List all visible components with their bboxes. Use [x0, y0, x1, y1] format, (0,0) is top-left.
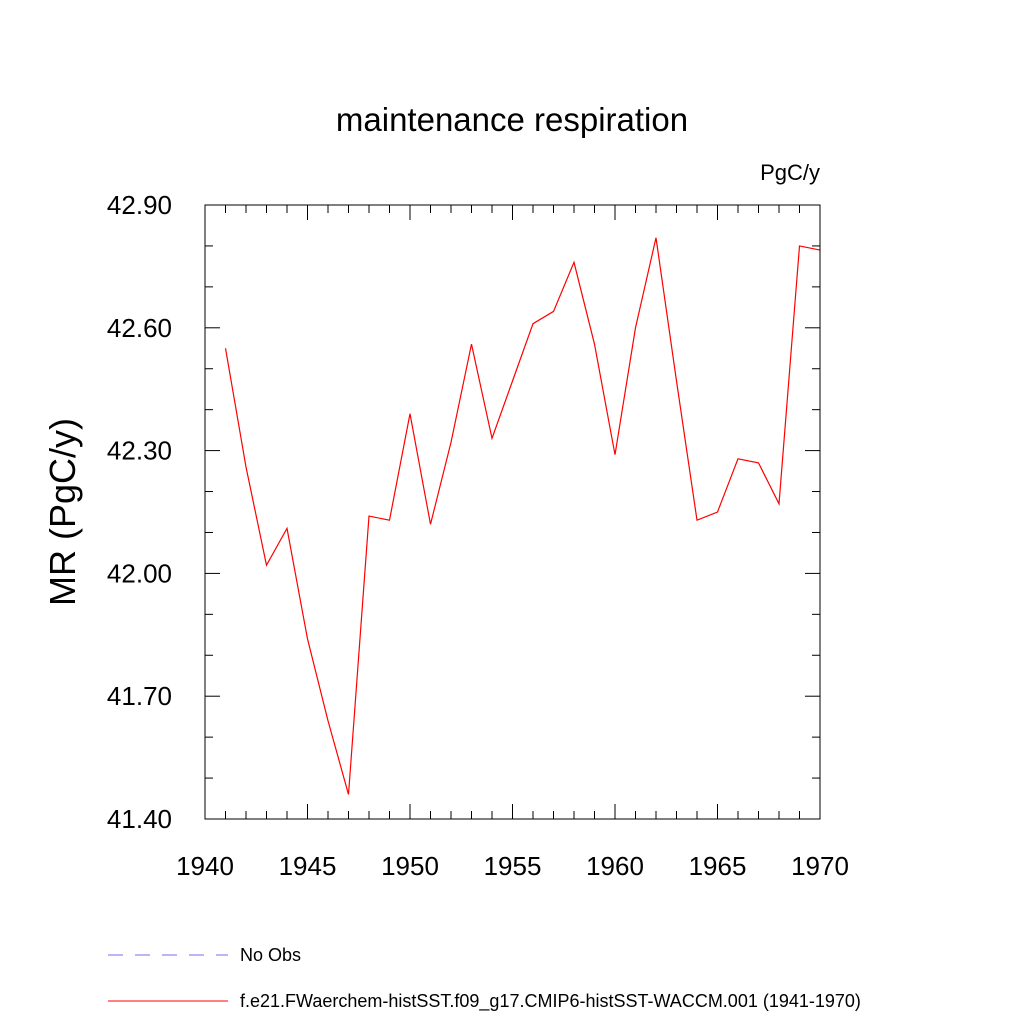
- y-tick-label: 42.90: [107, 190, 172, 220]
- y-tick-label: 42.00: [107, 558, 172, 588]
- x-tick-label: 1970: [791, 851, 849, 881]
- y-tick-label: 42.30: [107, 436, 172, 466]
- y-tick-label: 41.40: [107, 804, 172, 834]
- chart-title: maintenance respiration: [336, 101, 688, 138]
- x-tick-label: 1945: [279, 851, 337, 881]
- x-tick-label: 1960: [586, 851, 644, 881]
- legend-label: f.e21.FWaerchem-histSST.f09_g17.CMIP6-hi…: [240, 991, 861, 1012]
- minor-ticks: [205, 205, 820, 819]
- legend: No Obs f.e21.FWaerchem-histSST.f09_g17.CM…: [108, 945, 861, 1012]
- x-tick-labels: 1940 1945 1950 1955 1960 1965 1970: [176, 851, 849, 881]
- series-layer: [224, 237, 821, 795]
- legend-label: No Obs: [240, 945, 301, 965]
- series-line: [224, 237, 821, 795]
- y-tick-label: 41.70: [107, 681, 172, 711]
- units-label: PgC/y: [760, 160, 820, 185]
- major-ticks: [204, 204, 821, 820]
- y-tick-labels: 41.40 41.70 42.00 42.30 42.60 42.90: [107, 190, 172, 834]
- x-tick-label: 1950: [381, 851, 439, 881]
- x-tick-label: 1955: [484, 851, 542, 881]
- y-axis-label: MR (PgC/y): [42, 418, 83, 606]
- y-tick-label: 42.60: [107, 313, 172, 343]
- x-tick-label: 1965: [689, 851, 747, 881]
- plot-frame: [204, 204, 821, 820]
- x-tick-label: 1940: [176, 851, 234, 881]
